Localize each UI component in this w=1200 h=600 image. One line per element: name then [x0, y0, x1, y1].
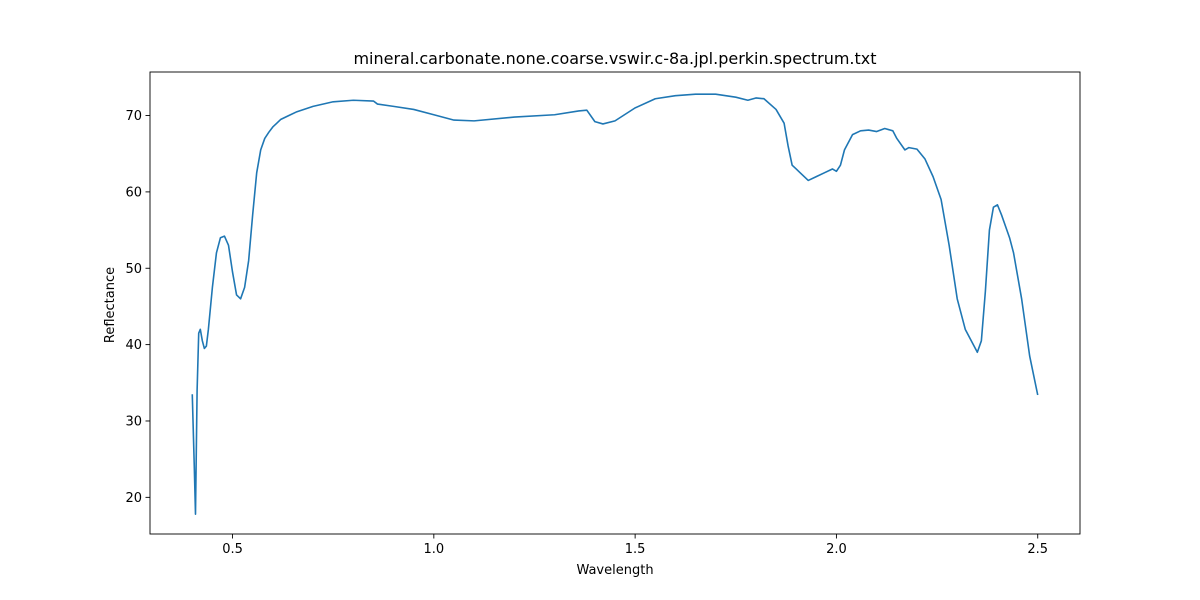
x-axis: 0.5 1.0 1.5 2.0 2.5 — [222, 534, 1048, 557]
y-tick-label: 70 — [125, 109, 142, 124]
plot-area — [149, 71, 1081, 535]
x-tick-label: 2.0 — [826, 542, 847, 557]
y-tick-label: 60 — [125, 185, 142, 200]
x-tick-label: 0.5 — [222, 542, 243, 557]
y-tick-label: 20 — [125, 491, 142, 506]
y-tick-label: 50 — [125, 262, 142, 277]
x-tick-label: 2.5 — [1027, 542, 1048, 557]
spectrum-line-0 — [191, 93, 1039, 515]
chart-title: mineral.carbonate.none.coarse.vswir.c-8a… — [353, 49, 876, 68]
x-axis-label: Wavelength — [576, 563, 653, 578]
y-tick-label: 40 — [125, 338, 142, 353]
x-tick-label: 1.5 — [625, 542, 646, 557]
plot-frame — [149, 71, 1081, 535]
x-tick-label: 1.0 — [423, 542, 444, 557]
y-tick-label: 30 — [125, 414, 142, 429]
y-axis-label: Reflectance — [103, 267, 118, 343]
y-axis: 20 30 40 50 60 70 — [125, 109, 150, 506]
